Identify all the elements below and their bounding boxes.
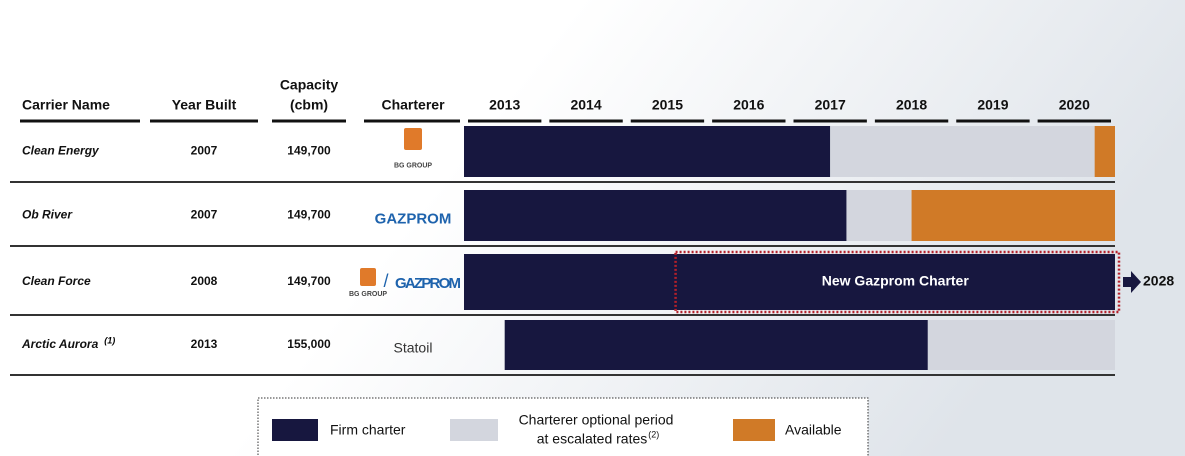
header: Charterer bbox=[381, 97, 445, 113]
logo-icon bbox=[404, 128, 422, 150]
new-charter-box bbox=[674, 250, 1121, 314]
charter-bar bbox=[911, 190, 1115, 241]
year-built: 2007 bbox=[191, 208, 218, 222]
charter-bar bbox=[830, 126, 1095, 177]
charter-bar bbox=[1094, 126, 1115, 177]
legend-swatch bbox=[272, 419, 318, 441]
legend-label: Available bbox=[785, 422, 842, 438]
year-header: 2020 bbox=[1059, 97, 1090, 113]
year-built: 2007 bbox=[191, 144, 218, 158]
charter-bar bbox=[464, 126, 831, 177]
charter-bar bbox=[846, 190, 912, 241]
charterer-logo: GAZPROM bbox=[395, 275, 461, 292]
year-header: 2018 bbox=[896, 97, 927, 113]
logo-icon bbox=[360, 268, 376, 286]
new-charter-label: New Gazprom Charter bbox=[822, 273, 970, 289]
footnote-mark: (1) bbox=[104, 335, 115, 345]
capacity: 149,700 bbox=[287, 208, 331, 222]
charterer-logo: BG GROUP bbox=[394, 162, 432, 169]
header: (cbm) bbox=[290, 97, 328, 113]
separator: / bbox=[383, 271, 388, 291]
year-header: 2013 bbox=[489, 97, 520, 113]
year-built: 2008 bbox=[191, 274, 218, 288]
header: Carrier Name bbox=[22, 97, 110, 113]
year-header: 2016 bbox=[733, 97, 764, 113]
carrier-name: Ob River bbox=[22, 208, 73, 222]
capacity: 149,700 bbox=[287, 144, 331, 158]
legend-label: at escalated rates bbox=[537, 431, 648, 447]
carrier-name: Clean Energy bbox=[22, 144, 100, 158]
charter-bar bbox=[464, 190, 847, 241]
year-header: 2014 bbox=[570, 97, 601, 113]
charter-bar bbox=[504, 320, 928, 370]
extends-to: 2028 bbox=[1143, 273, 1174, 289]
charterer-logo: Statoil bbox=[394, 340, 433, 356]
year-header: 2017 bbox=[815, 97, 846, 113]
charterer-logo: GAZPROM bbox=[375, 210, 452, 227]
charterer-logo: BG GROUP bbox=[349, 291, 387, 298]
charter-bar bbox=[464, 254, 1115, 310]
year-header: 2015 bbox=[652, 97, 683, 113]
legend-swatch bbox=[450, 419, 498, 441]
legend-swatch bbox=[733, 419, 775, 441]
capacity: 149,700 bbox=[287, 274, 331, 288]
carrier-name: Arctic Aurora bbox=[21, 337, 99, 351]
footnote-mark: (2) bbox=[648, 429, 659, 439]
year-built: 2013 bbox=[191, 337, 218, 351]
header: Capacity bbox=[280, 77, 339, 93]
capacity: 155,000 bbox=[287, 337, 331, 351]
charter-bar bbox=[927, 320, 1115, 370]
header: Year Built bbox=[172, 97, 237, 113]
arrow bbox=[1123, 271, 1141, 293]
legend-label: Firm charter bbox=[330, 422, 406, 438]
year-header: 2019 bbox=[977, 97, 1008, 113]
legend-label: Charterer optional period bbox=[519, 412, 674, 428]
carrier-name: Clean Force bbox=[22, 274, 91, 288]
